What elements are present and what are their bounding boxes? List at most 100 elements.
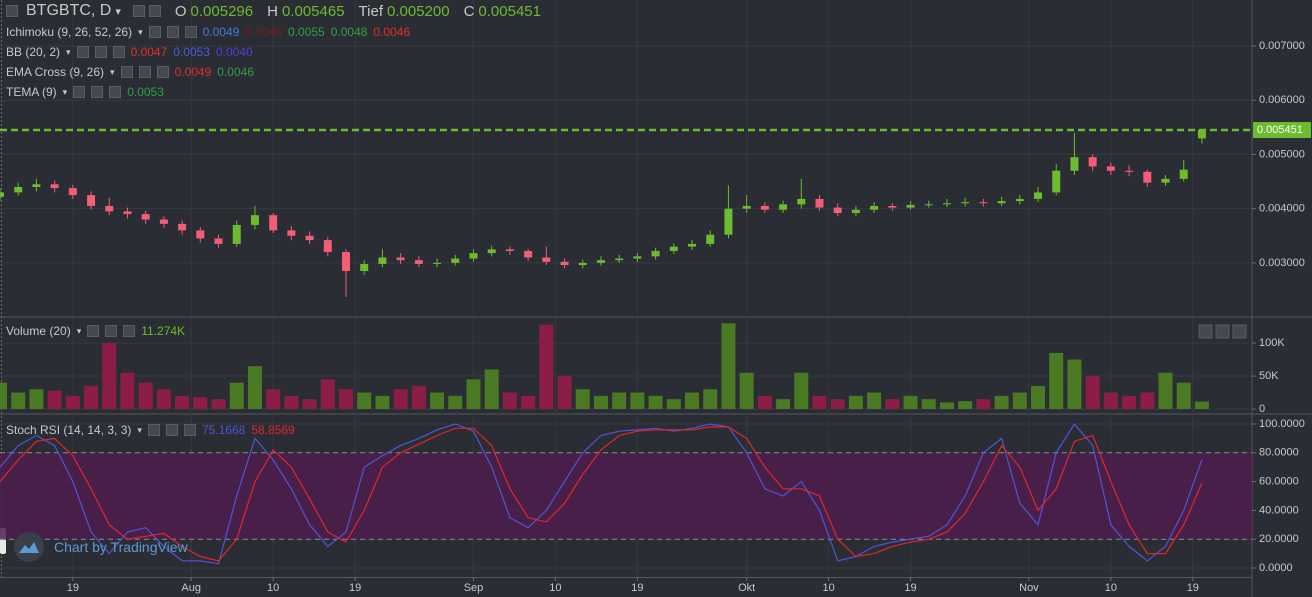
indicator-name: Ichimoku (9, 26, 52, 26) [6, 25, 133, 39]
legend-button[interactable] [120, 66, 133, 78]
volume-bar [302, 399, 317, 410]
volume-bar [284, 395, 299, 410]
candle-body [1125, 170, 1134, 172]
candle-body [232, 224, 241, 244]
legend-button[interactable] [138, 66, 151, 78]
candle-body [870, 205, 879, 210]
legend-button[interactable] [105, 325, 118, 337]
ohlc-label: H [267, 2, 278, 20]
stoch-line [0, 426, 1203, 562]
candle-body [742, 205, 751, 209]
x-tick-label: 10 [822, 582, 834, 594]
candle-body [851, 209, 860, 214]
candle-body [1070, 157, 1079, 171]
volume-bar [612, 392, 627, 410]
y-tick-label: 20.0000 [1259, 533, 1299, 545]
volume-bar [721, 323, 736, 410]
volume-bar [685, 392, 700, 410]
x-tick-label: 19 [1187, 582, 1199, 594]
volume-bar [830, 399, 845, 410]
volume-bar [0, 382, 7, 410]
x-tick-label: 10 [267, 582, 279, 594]
volume-bar [1103, 392, 1118, 410]
volume-bar [247, 366, 262, 410]
legend-button[interactable] [73, 86, 86, 98]
legend-button[interactable] [91, 86, 104, 98]
ohlc-label: O [174, 2, 187, 20]
candle-body [105, 205, 114, 212]
logo-icon [19, 542, 39, 553]
candle-body [797, 198, 806, 205]
symbol-title: BTGBTC, D [26, 2, 112, 19]
volume-bar [1176, 382, 1191, 410]
legend-button[interactable] [132, 5, 145, 17]
candle-body [178, 223, 187, 231]
dropdown-arrow: ▾ [137, 424, 142, 435]
legend-button[interactable] [147, 424, 160, 436]
volume-bar [1049, 352, 1064, 410]
legend-button[interactable] [112, 46, 125, 58]
indicator-legend: TEMA (9) ▾ 0.0053 [6, 85, 164, 99]
y-tick-label: 0.005000 [1259, 148, 1305, 160]
indicator-value: 0.0049 [202, 25, 240, 39]
volume-bar [1158, 372, 1173, 410]
candle-body [760, 205, 769, 210]
indicator-value: 0.0046 [373, 25, 411, 39]
legend-button[interactable] [165, 424, 178, 436]
ohlc-label: C [463, 2, 475, 20]
volume-bar [339, 389, 354, 410]
legend-button[interactable] [109, 86, 122, 98]
candle-body [706, 234, 715, 244]
volume-bar [193, 397, 208, 410]
candle-body [961, 202, 970, 204]
candle-body [323, 240, 332, 253]
volume-bar [466, 379, 481, 410]
candle-body [68, 188, 77, 196]
y-tick-label: 0.007000 [1259, 40, 1305, 52]
candle-body [14, 186, 23, 193]
candle-body [1143, 171, 1152, 183]
pane-button[interactable] [1198, 324, 1213, 339]
legend-button[interactable] [148, 5, 161, 17]
candle-body [888, 205, 897, 208]
legend-button[interactable] [156, 66, 169, 78]
legend-button[interactable] [123, 325, 136, 337]
collapse-button[interactable] [6, 5, 18, 17]
legend-button[interactable] [148, 26, 161, 38]
y-tick-label: 100.0000 [1259, 418, 1305, 430]
price-tag-label: 0.005451 [1257, 124, 1303, 136]
candle-body [250, 215, 259, 225]
volume-bar [320, 379, 335, 410]
candle-body [32, 184, 41, 187]
y-tick-label: 80.0000 [1259, 447, 1299, 459]
volume-bar [939, 402, 954, 410]
legend-button[interactable] [76, 46, 89, 58]
volume-bar [739, 372, 754, 410]
indicator-legend: EMA Cross (9, 26) ▾ 0.0049 0.0046 [6, 65, 254, 79]
candle-body [469, 253, 478, 259]
candle-body [505, 249, 514, 251]
candle-body [633, 256, 642, 259]
legend-button[interactable] [184, 26, 197, 38]
legend-button[interactable] [94, 46, 107, 58]
symbol-header: BTGBTC, D ▾ O 0.005296 H 0.005465 Tief 0.005200… [6, 2, 541, 20]
volume-bar [411, 385, 426, 410]
legend-button[interactable] [166, 26, 179, 38]
volume-bar [1122, 395, 1137, 410]
volume-bar [138, 382, 153, 410]
pane-button[interactable] [1232, 324, 1247, 339]
legend-button[interactable] [87, 325, 100, 337]
dropdown-arrow: ▾ [138, 26, 143, 37]
pane-button[interactable] [1215, 324, 1230, 339]
x-tick-label: 10 [1105, 582, 1117, 594]
candle-body [979, 202, 988, 204]
candle-body [578, 262, 587, 266]
candle-body [378, 257, 387, 264]
volume-bar [1140, 392, 1155, 410]
legend-button[interactable] [183, 424, 196, 436]
candle-body [141, 214, 150, 220]
watermark[interactable]: Chart by TradingView [14, 532, 188, 562]
price-tag [1253, 122, 1311, 139]
